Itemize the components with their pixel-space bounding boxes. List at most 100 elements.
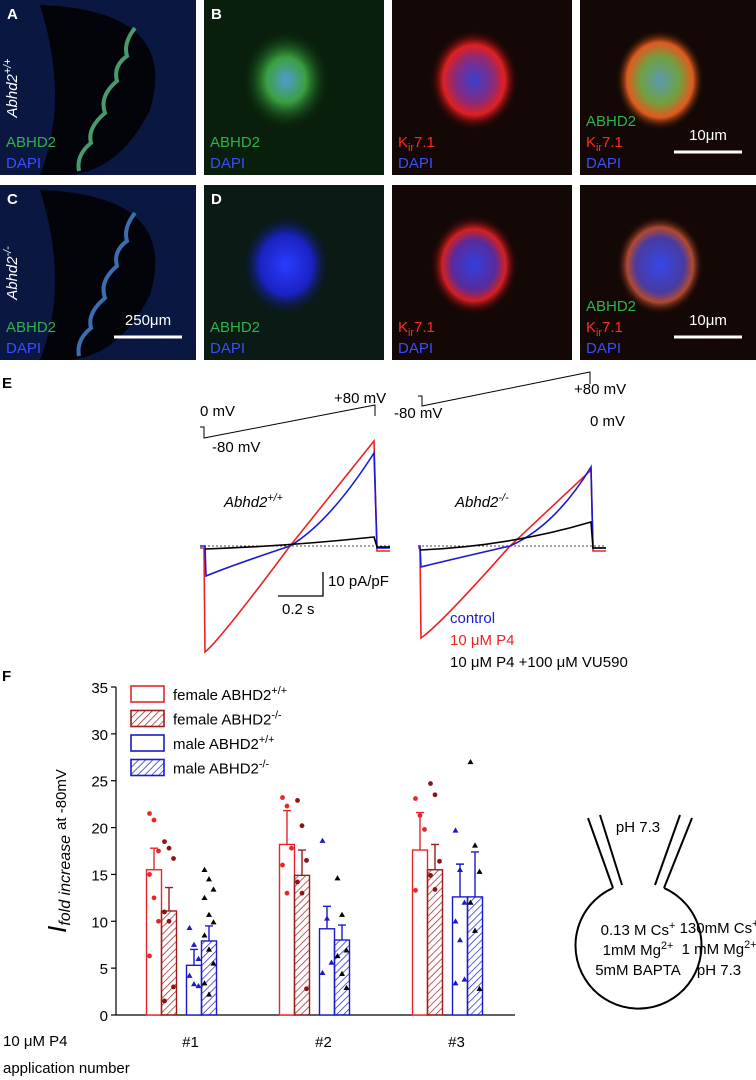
- channel-label-part: ABHD2: [210, 134, 260, 151]
- bar: [278, 843, 296, 1016]
- channel-label: ABHD2: [210, 319, 260, 336]
- current-traces: [200, 371, 606, 654]
- legend-entry: female ABHD2-/-: [173, 710, 282, 729]
- error-bar: [205, 925, 213, 941]
- data-point: [334, 952, 341, 959]
- genotype-label: Abhd2+/+: [223, 492, 283, 511]
- genotype-label-part: -/-: [2, 246, 14, 257]
- data-point: [210, 919, 217, 925]
- scale-label: 10 pA/pF: [328, 573, 389, 590]
- data-point: [437, 858, 442, 864]
- error-bar: [471, 851, 479, 897]
- solution-label-part: 5mM BAPTA: [595, 962, 681, 979]
- genotype-label-part: +/+: [267, 492, 283, 504]
- data-point: [457, 866, 463, 872]
- solution-label: 1 mM Mg2+: [682, 939, 756, 958]
- legend-entry: 10 μM P4: [450, 632, 515, 649]
- cell: [574, 887, 703, 1010]
- genotype-label-part: Abhd2: [454, 494, 499, 511]
- bar: [200, 940, 218, 1016]
- scale-bar-label: 10μm: [689, 127, 727, 144]
- x-axis-label: 10 μM P4: [3, 1033, 68, 1050]
- x-tick-label: #2: [315, 1034, 332, 1051]
- trace-blue: [418, 464, 606, 569]
- solution-label: pH 7.3: [697, 962, 741, 979]
- pipette-label: pH 7.3: [616, 819, 660, 836]
- data-point: [201, 980, 208, 986]
- epithelium: [76, 26, 137, 172]
- channel-label-part: DAPI: [398, 155, 433, 172]
- y-tick-label: 0: [100, 1008, 108, 1025]
- panel-letter: B: [211, 6, 222, 23]
- micrographs: AABHD2DAPIBABHD2DAPIKir7.1DAPIABHD2Kir7.…: [0, 0, 756, 360]
- channel-label: ABHD2: [210, 134, 260, 151]
- voltage-label: -80 mV: [394, 405, 442, 422]
- legend-entry-part: +/+: [271, 685, 287, 697]
- channel-label-part: ir: [408, 327, 414, 339]
- data-point: [319, 837, 326, 843]
- legend-entry-part: female ABHD2: [173, 687, 271, 704]
- voltage-label: -80 mV: [212, 439, 260, 456]
- scale-bar-label: 10μm: [689, 312, 727, 329]
- data-point: [299, 823, 305, 829]
- y-tick-label: 25: [91, 774, 108, 791]
- data-point: [210, 886, 217, 892]
- bar-chart: 0 5 10 15 20 25 30 35 Ifold increase at -80mV #1 #2…: [3, 680, 515, 1077]
- channel-label: DAPI: [210, 155, 245, 172]
- data-point: [201, 866, 208, 872]
- y-tick-label: 30: [91, 727, 108, 744]
- legend-swatch: [130, 734, 165, 752]
- error-bar: [150, 847, 158, 870]
- data-point: [162, 909, 167, 915]
- data-point: [476, 985, 483, 991]
- genotype-label: Abhd2+/+: [2, 59, 21, 119]
- solution-label-part: 0.13 M Cs: [601, 922, 669, 939]
- legend-entry: 10 μM P4 +100 μM VU590: [450, 654, 628, 671]
- data-point: [284, 803, 290, 809]
- solution-label-part: +: [752, 918, 756, 930]
- cell: [242, 215, 330, 315]
- cell: [616, 215, 704, 315]
- y-tick-label: 20: [91, 821, 108, 838]
- bar: [293, 874, 311, 1016]
- channel-label: ABHD2: [6, 134, 56, 151]
- solution-label-part: 1 mM Mg: [682, 941, 745, 958]
- data-point: [166, 918, 172, 924]
- legend-entry-part: -/-: [271, 710, 282, 722]
- data-point: [299, 890, 305, 896]
- data-point: [413, 887, 418, 893]
- channel-label: ABHD2: [586, 113, 636, 130]
- channel-label-part: DAPI: [210, 155, 245, 172]
- legend-entry-part: female ABHD2: [173, 712, 271, 729]
- y-axis-label: Ifold increase at -80mV: [42, 769, 74, 933]
- legend-entry: control: [450, 610, 495, 627]
- data-point: [339, 911, 345, 917]
- data-point: [457, 937, 463, 943]
- channel-label-part: DAPI: [6, 340, 41, 357]
- channel-label-part: K: [398, 134, 408, 151]
- legend-entry: male ABHD2-/-: [173, 759, 269, 778]
- cell: [616, 30, 704, 130]
- data-point: [432, 792, 438, 798]
- data-point: [339, 970, 345, 976]
- trace-black: [204, 536, 390, 550]
- data-point: [206, 946, 212, 952]
- channel-label-part: DAPI: [586, 155, 621, 172]
- channel-label-part: 7.1: [414, 134, 435, 151]
- data-point: [428, 872, 433, 878]
- channel-label: Kir7.1: [398, 319, 435, 339]
- data-point: [147, 953, 152, 959]
- genotype-label: Abhd2-/-: [454, 492, 509, 511]
- data-point: [304, 857, 309, 863]
- panel-letter: D: [211, 191, 222, 208]
- channel-label-part: ir: [596, 142, 602, 154]
- error-bar: [338, 924, 346, 941]
- data-point: [343, 947, 350, 953]
- data-point: [151, 895, 157, 901]
- bar: [466, 896, 484, 1016]
- data-point: [210, 960, 217, 966]
- cell: [430, 30, 518, 130]
- error-bar: [416, 811, 424, 851]
- data-point: [280, 862, 285, 868]
